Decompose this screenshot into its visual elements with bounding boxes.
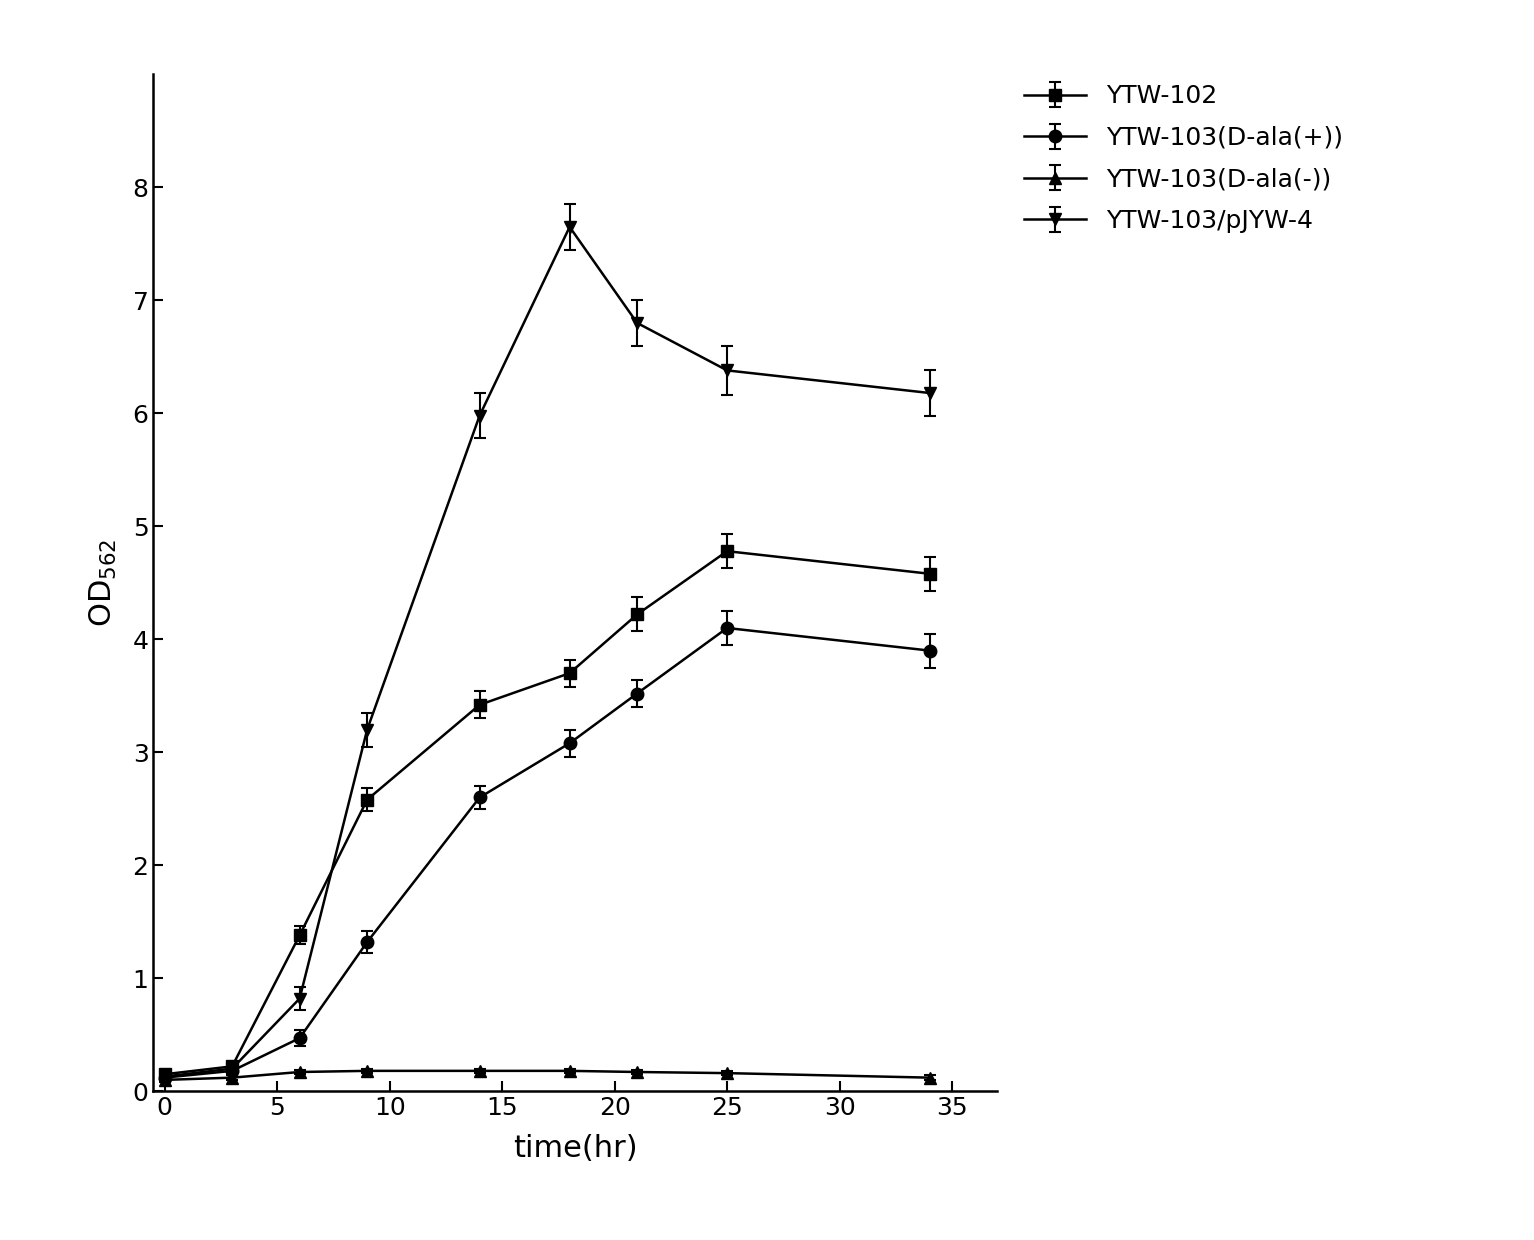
Y-axis label: OD$_{562}$: OD$_{562}$ <box>87 538 118 627</box>
Legend: YTW-102, YTW-103(D-ala(+)), YTW-103(D-ala(-)), YTW-103/pJYW-4: YTW-102, YTW-103(D-ala(+)), YTW-103(D-al… <box>1014 74 1353 243</box>
X-axis label: time(hr): time(hr) <box>512 1133 638 1163</box>
